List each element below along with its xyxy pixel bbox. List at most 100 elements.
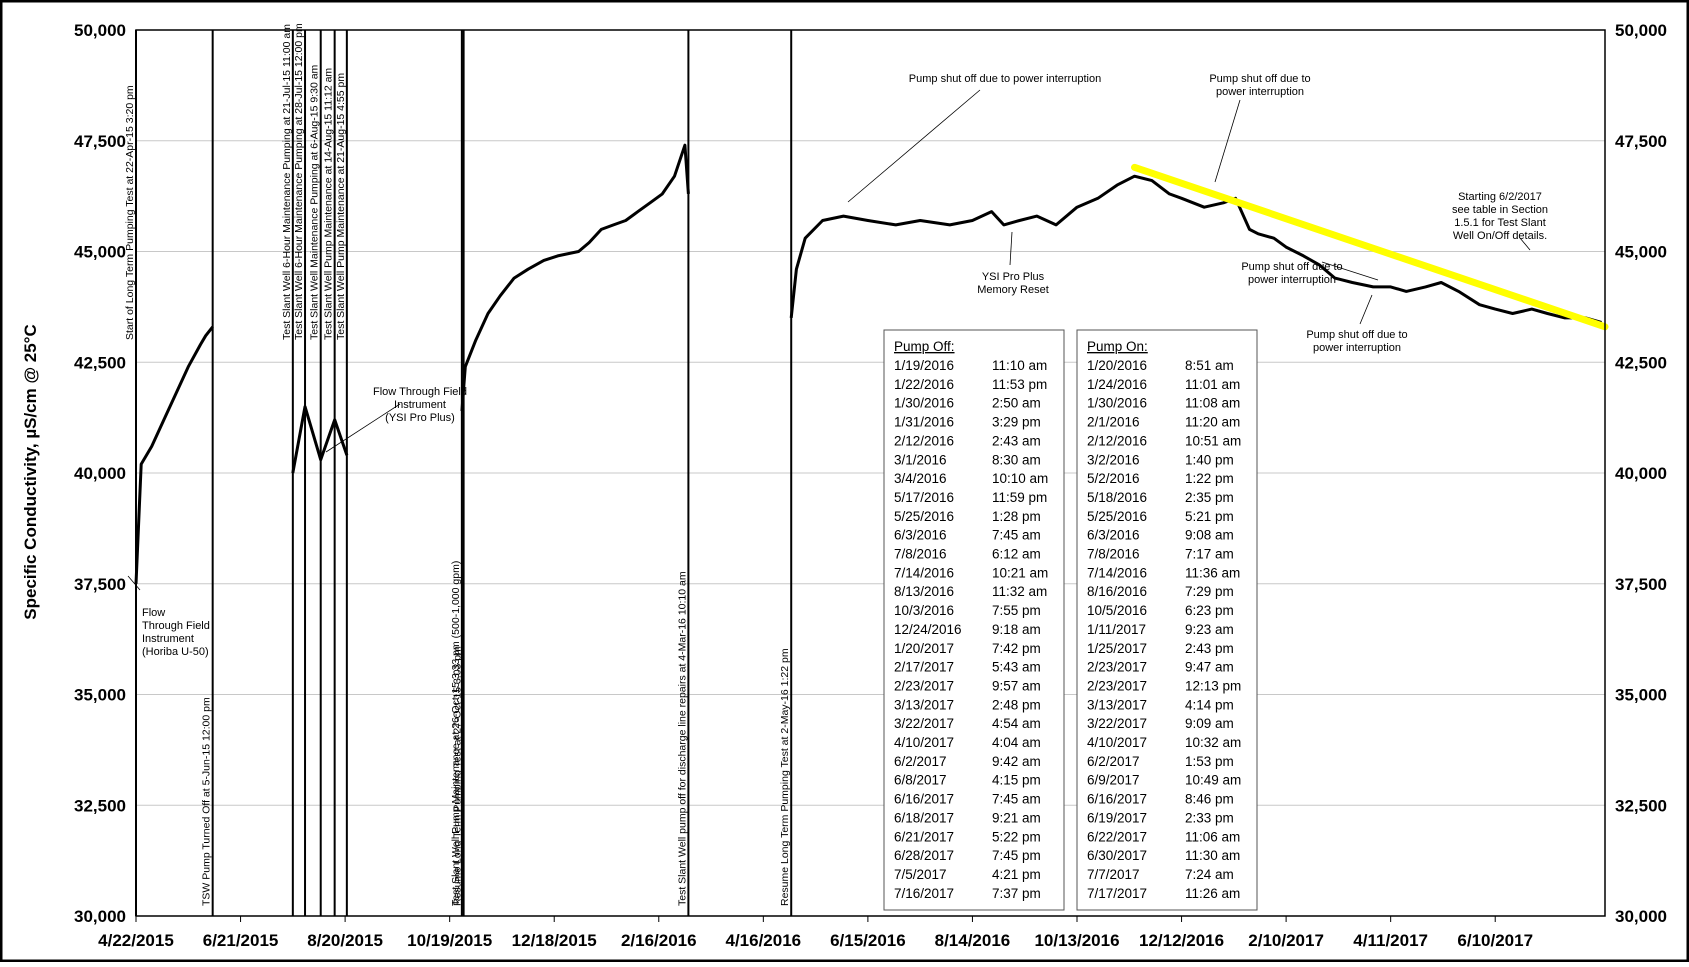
pump-on-time: 9:23 am	[1185, 622, 1234, 637]
event-label: Test Slant Well pump off for discharge l…	[676, 571, 688, 906]
pump-on-date: 8/16/2016	[1087, 584, 1147, 599]
annotation-text: Flow Through Field Instrument (Horiba U-50)	[142, 607, 210, 658]
pump-on-time: 11:06 am	[1185, 829, 1240, 844]
pump-off-time: 4:21 pm	[992, 867, 1041, 882]
pump-off-date: 1/20/2017	[894, 641, 954, 656]
pump-off-time: 11:32 am	[992, 584, 1047, 599]
pump-off-time: 9:18 am	[992, 622, 1041, 637]
annotation-text: YSI Pro Plus Memory Reset	[977, 271, 1049, 296]
pump-on-date: 1/30/2016	[1087, 396, 1147, 411]
pump-off-time: 8:30 am	[992, 452, 1041, 467]
y-axis-label: Specific Conductivity, µS/cm @ 25°C	[21, 324, 40, 619]
pump-off-time: 10:10 am	[992, 471, 1048, 486]
pump-off-date: 2/12/2016	[894, 433, 954, 448]
pump-on-time: 2:33 pm	[1185, 810, 1234, 825]
x-tick-label: 12/18/2015	[512, 931, 597, 950]
x-tick-label: 4/16/2016	[726, 931, 802, 950]
pump-off-date: 6/18/2017	[894, 810, 954, 825]
pump-off-time: 2:48 pm	[992, 697, 1041, 712]
pump-on-date: 6/19/2017	[1087, 810, 1147, 825]
pump-off-date: 6/28/2017	[894, 848, 954, 863]
x-tick-label: 10/13/2016	[1034, 931, 1119, 950]
pump-off-date: 6/8/2017	[894, 773, 947, 788]
event-label: Test Slant Well Pump Maintenance at 26-O…	[450, 561, 462, 906]
y-tick-label-right: 35,000	[1615, 686, 1667, 705]
pump-off-time: 2:50 am	[992, 396, 1041, 411]
pump-on-time: 1:53 pm	[1185, 754, 1234, 769]
pump-on-time: 11:26 am	[1185, 886, 1240, 901]
data-series	[134, 143, 1609, 584]
pump-on-time: 9:08 am	[1185, 528, 1234, 543]
annotations: Flow Through Field Instrument (Horiba U-50)…	[127, 73, 1548, 658]
pump-off-date: 6/3/2016	[894, 528, 947, 543]
pump-off-date: 7/5/2017	[894, 867, 947, 882]
pump-on-date: 5/2/2016	[1087, 471, 1140, 486]
pump-off-date: 5/25/2016	[894, 509, 954, 524]
pump-off-time: 9:57 am	[992, 678, 1041, 693]
pump-on-date: 6/16/2017	[1087, 792, 1147, 807]
pump-on-time: 5:21 pm	[1185, 509, 1234, 524]
pump-on-time: 8:46 pm	[1185, 792, 1234, 807]
annotation-line: Flow Through Field	[373, 386, 467, 398]
pump-off-time: 7:45 am	[992, 528, 1041, 543]
pump-on-time: 10:49 am	[1185, 773, 1241, 788]
pump-on-date: 6/9/2017	[1087, 773, 1140, 788]
annotation-arrow	[1519, 237, 1531, 251]
pump-off-date: 8/13/2016	[894, 584, 954, 599]
pump-on-date: 6/30/2017	[1087, 848, 1147, 863]
pump-off-time: 4:15 pm	[992, 773, 1041, 788]
annotation-arrow	[1214, 99, 1241, 183]
pump-on-date: 5/18/2016	[1087, 490, 1147, 505]
pump-off-header: Pump Off:	[894, 339, 955, 354]
pump-off-time: 11:53 pm	[992, 377, 1047, 392]
event-label: Resume Long Term Pumping Test at 2-May-1…	[779, 648, 791, 906]
trend-line	[1131, 163, 1609, 331]
pump-on-time: 4:14 pm	[1185, 697, 1234, 712]
pump-off-time: 7:45 am	[992, 792, 1041, 807]
pump-off-time: 3:29 pm	[992, 415, 1041, 430]
annotation-line: power interruption	[1248, 274, 1336, 286]
pump-on-date: 7/14/2016	[1087, 565, 1147, 580]
pump-on-time: 11:36 am	[1185, 565, 1240, 580]
pump-on-date: 3/13/2017	[1087, 697, 1147, 712]
pump-off-date: 1/19/2016	[894, 358, 954, 373]
pump-on-time: 11:01 am	[1185, 377, 1240, 392]
x-tick-label: 2/16/2016	[621, 931, 697, 950]
annotation-line: Pump shut off due to power interruption	[909, 73, 1101, 85]
y-tick-label-left: 50,000	[74, 21, 126, 40]
event-label: Test Slant Well 6-Hour Maintenance Pumpi…	[293, 23, 305, 340]
annotation-text: Flow Through Field Instrument (YSI Pro Plu…	[373, 386, 467, 424]
x-tick-label: 6/21/2015	[203, 931, 279, 950]
y-tick-label-left: 40,000	[74, 464, 126, 483]
pump-on-time: 2:35 pm	[1185, 490, 1234, 505]
pump-on-date: 7/17/2017	[1087, 886, 1147, 901]
pump-on-time: 2:43 pm	[1185, 641, 1234, 656]
pump-tables: Pump Off: 1/19/2016 11:10 am 1/22/2016 11:53…	[883, 329, 1258, 911]
event-lines: Start of Long Term Pumping Test at 22-Ap…	[124, 23, 793, 916]
pump-off-time: 11:59 pm	[992, 490, 1047, 505]
y-tick-label-left: 35,000	[74, 686, 126, 705]
conductivity-line	[460, 143, 690, 412]
pump-off-date: 6/16/2017	[894, 792, 954, 807]
pump-off-date: 3/22/2017	[894, 716, 954, 731]
pump-off-time: 7:37 pm	[992, 886, 1041, 901]
annotation-line: Pump shut off due to	[1209, 73, 1310, 85]
pump-off-time: 4:04 am	[992, 735, 1041, 750]
annotation-line: Instrument	[394, 399, 446, 411]
pump-on-date: 2/23/2017	[1087, 678, 1147, 693]
pump-on-date: 6/22/2017	[1087, 829, 1147, 844]
annotation-line: Well On/Off details.	[1453, 230, 1547, 242]
pump-on-date: 2/12/2016	[1087, 433, 1147, 448]
event-label: Test Slant Well 6-Hour Maintenance Pumpi…	[281, 24, 293, 340]
annotation-arrow	[1321, 261, 1379, 281]
conductivity-line	[291, 405, 349, 474]
pump-off-time: 10:21 am	[992, 565, 1048, 580]
annotation-arrow	[1009, 231, 1013, 266]
pump-off-time: 7:55 pm	[992, 603, 1041, 618]
pump-on-date: 1/20/2016	[1087, 358, 1147, 373]
x-tick-label: 4/22/2015	[98, 931, 174, 950]
y-tick-label-left: 30,000	[74, 907, 126, 926]
y-tick-label-right: 37,500	[1615, 575, 1667, 594]
annotation-line: Flow	[142, 607, 165, 619]
event-label: Test Slant Well Pump Maintenance at 14-A…	[323, 68, 335, 340]
